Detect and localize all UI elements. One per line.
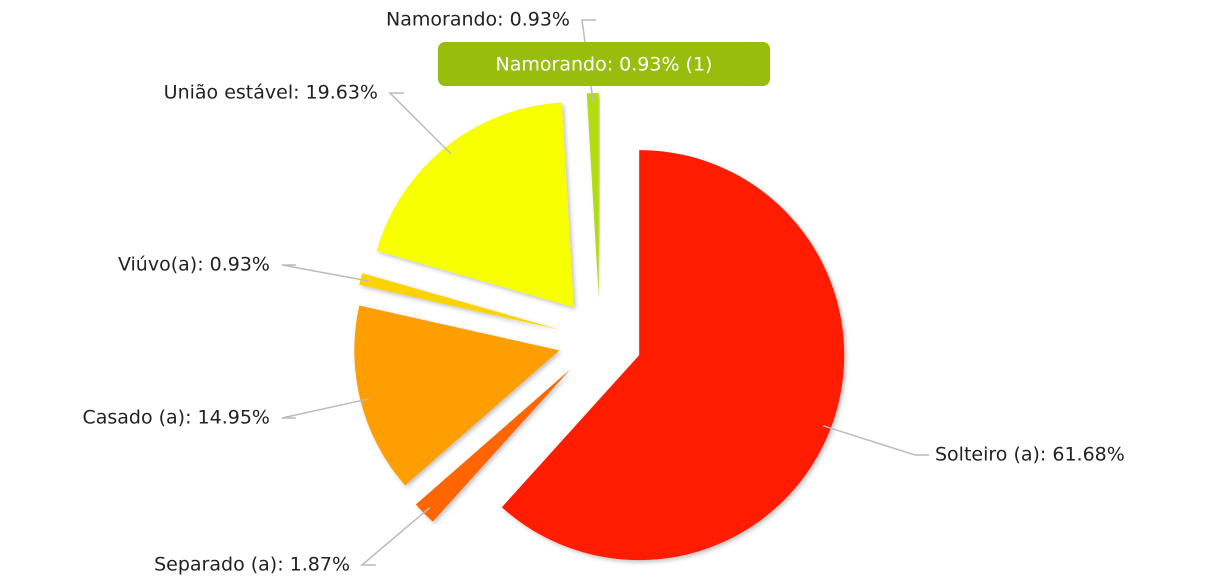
pie-slice (376, 102, 574, 308)
pie-slice (501, 150, 845, 561)
slices (354, 93, 845, 561)
slice-label: Solteiro (a): 61.68% (935, 444, 1125, 466)
pie-slice (359, 273, 560, 330)
tooltip-text: Namorando: 0.93% (1) (496, 54, 713, 76)
slice-label: Separado (a): 1.87% (154, 554, 350, 576)
labels: Solteiro (a): 61.68% Separado (a): 1.87% C… (82, 9, 1124, 576)
slice-label: Casado (a): 14.95% (82, 407, 270, 429)
tooltip-box (438, 42, 770, 86)
leader-line (281, 264, 369, 282)
slice-label: União estável: 19.63% (164, 82, 378, 104)
slice-label: Namorando: 0.93% (386, 9, 570, 31)
slice-label: Viúvo(a): 0.93% (118, 254, 270, 276)
leader-line (822, 425, 929, 456)
pie-slice (354, 305, 560, 486)
leader-line (359, 506, 431, 566)
leader-line (281, 398, 369, 419)
leader-line (388, 92, 452, 155)
pie-slice (415, 369, 571, 522)
tooltip: Namorando: 0.93% (1) (438, 42, 770, 86)
pie-slice (586, 93, 599, 299)
